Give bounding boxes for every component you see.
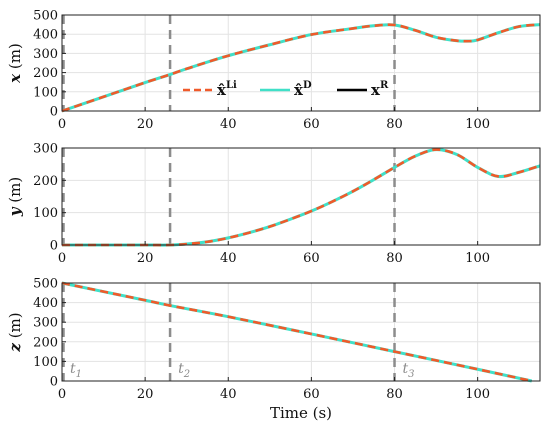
- xlabel: Time (s): [270, 404, 332, 422]
- ytick-label-z-3: 300: [33, 316, 58, 331]
- ytick-label-x-5: 500: [33, 9, 58, 24]
- ylabel-z: z (m): [6, 312, 24, 352]
- xtick-label-z-3: 60: [303, 387, 320, 402]
- xtick-label-z-2: 40: [220, 387, 237, 402]
- ytick-label-z-2: 200: [33, 335, 58, 350]
- axes-box-z: [61, 282, 541, 382]
- ytick-label-y-1: 100: [33, 206, 58, 221]
- xtick-label-z-1: 20: [137, 387, 154, 402]
- time-marker-label-1: t2: [178, 361, 190, 380]
- xtick-label-y-3: 60: [303, 251, 320, 266]
- legend-label-2: xR: [371, 80, 389, 99]
- xtick-label-z-0: 0: [58, 387, 66, 402]
- xtick-label-z-5: 100: [465, 387, 490, 402]
- ytick-label-y-3: 300: [33, 142, 58, 157]
- panel-y: 0 20 40 60 80 100 0 100 200 300 y (m): [6, 142, 541, 266]
- series-z-li: [61, 281, 532, 383]
- xtick-label-y-1: 20: [137, 251, 154, 266]
- xtick-label-z-4: 80: [386, 387, 403, 402]
- legend-label-1: x̂D: [294, 80, 312, 99]
- ytick-label-z-1: 100: [33, 355, 58, 370]
- xtick-label-y-5: 100: [465, 251, 490, 266]
- ytick-label-x-1: 100: [33, 85, 58, 100]
- ytick-label-x-4: 400: [33, 28, 58, 43]
- ytick-label-z-4: 400: [33, 296, 58, 311]
- xtick-label-x-4: 80: [386, 117, 403, 132]
- xtick-label-x-1: 20: [137, 117, 154, 132]
- xtick-label-x-3: 60: [303, 117, 320, 132]
- ylabel-y: y (m): [6, 177, 24, 217]
- series-y-li: [62, 148, 541, 247]
- legend-label-0: x̂Li: [217, 80, 237, 99]
- ylabel-x: x (m): [6, 43, 24, 84]
- xtick-label-x-2: 40: [220, 117, 237, 132]
- series-y-d: [62, 148, 541, 247]
- xtick-label-y-2: 40: [220, 251, 237, 266]
- ytick-label-x-3: 300: [33, 47, 58, 62]
- xtick-label-y-0: 0: [58, 251, 66, 266]
- series-y-r: [62, 148, 541, 247]
- axes-box-x: [61, 14, 541, 112]
- ytick-label-y-2: 200: [33, 174, 58, 189]
- axes-box-y: [61, 147, 541, 246]
- time-marker-label-2: t3: [403, 361, 415, 380]
- panel-x: 0 20 40 60 80 100 0 100 200 300 400 500 x (m): [6, 9, 541, 132]
- panel-z: 0 20 40 60 80 100 0 100 200 300 400 500 z (m) Time (s…: [6, 277, 541, 422]
- xtick-label-x-0: 0: [58, 117, 66, 132]
- xtick-label-x-5: 100: [465, 117, 490, 132]
- ytick-label-x-0: 0: [50, 105, 58, 120]
- series-x-li: [61, 23, 541, 113]
- ytick-label-x-2: 200: [33, 66, 58, 81]
- ytick-label-y-0: 0: [50, 239, 58, 254]
- xtick-label-y-4: 80: [386, 251, 403, 266]
- legend: x̂Li x̂D xR: [183, 80, 389, 99]
- ytick-label-z-0: 0: [50, 375, 58, 390]
- ytick-label-z-5: 500: [33, 277, 58, 292]
- time-marker-label-0: t1: [70, 361, 82, 380]
